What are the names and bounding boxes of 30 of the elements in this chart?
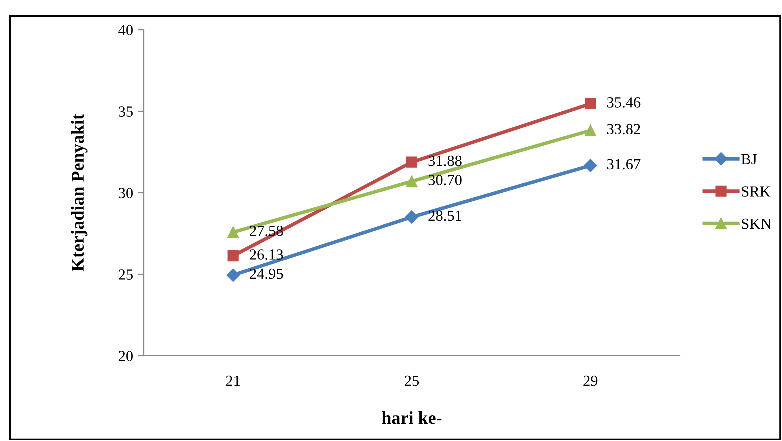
data-label: 24.95 bbox=[250, 268, 284, 280]
data-label: 28.51 bbox=[428, 210, 462, 222]
x-tick-label: 25 bbox=[405, 376, 420, 386]
y-tick-label: 30 bbox=[119, 188, 133, 198]
x-tick-label: 21 bbox=[226, 376, 240, 386]
y-tick-label: 35 bbox=[119, 106, 133, 117]
y-tick-label: 20 bbox=[118, 351, 133, 362]
point bbox=[228, 250, 239, 262]
legend-label: SKN bbox=[742, 218, 772, 230]
point bbox=[584, 159, 598, 172]
point bbox=[585, 125, 596, 136]
x-tick-label: 29 bbox=[584, 376, 598, 386]
data-label: 35.46 bbox=[607, 98, 641, 108]
point bbox=[406, 156, 418, 168]
data-label: 31.88 bbox=[428, 156, 462, 166]
data-label: 26.13 bbox=[250, 250, 284, 260]
point bbox=[406, 176, 418, 188]
data-label: 33.82 bbox=[607, 124, 640, 135]
point bbox=[585, 98, 596, 110]
y-axis-title: Kterjadian Penyakit bbox=[71, 114, 88, 272]
point bbox=[226, 268, 240, 282]
y-tick-label: 40 bbox=[118, 25, 133, 36]
y-tick-label: 25 bbox=[118, 270, 133, 280]
point bbox=[228, 226, 239, 238]
point bbox=[405, 210, 419, 224]
data-label: 31.67 bbox=[607, 159, 641, 170]
legend-label: SRK bbox=[742, 186, 771, 197]
legend-label: BJ bbox=[742, 154, 757, 165]
x-axis-title: hari ke- bbox=[382, 412, 442, 424]
data-label: 30.70 bbox=[428, 175, 462, 186]
